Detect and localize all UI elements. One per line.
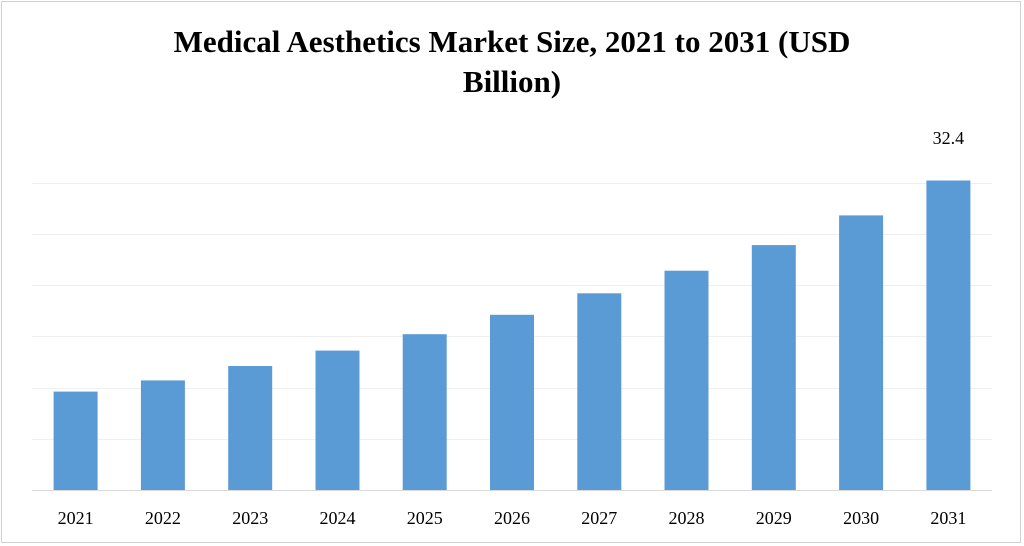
chart-title-line-2: Billion): [462, 64, 562, 99]
bar-2030: [839, 215, 884, 490]
bar-2028: [664, 270, 709, 490]
bar-2021: [53, 391, 98, 490]
x-tick-label-2022: 2022: [145, 508, 181, 528]
bars: [53, 180, 971, 490]
labels: 2021 2022 2023 2024 2025 2026 2027 2028 2029 2030…: [58, 128, 967, 528]
chart-title: Medical Aesthetics Market Size, 2021 to …: [0, 22, 1024, 102]
x-tick-label-2026: 2026: [494, 508, 530, 528]
x-tick-label-2031: 2031: [930, 508, 966, 528]
bar-2026: [490, 314, 534, 490]
x-tick-label-2025: 2025: [407, 508, 443, 528]
x-tick-label-2029: 2029: [756, 508, 792, 528]
bar-2022: [140, 380, 185, 490]
bar-2025: [402, 334, 447, 490]
x-tick-label-2027: 2027: [581, 508, 617, 528]
x-tick-label-2021: 2021: [58, 508, 94, 528]
bar-2027: [577, 293, 622, 490]
x-tick-label-2028: 2028: [669, 508, 705, 528]
bar-2024: [315, 350, 360, 490]
chart-title-line-1: Medical Aesthetics Market Size, 2021 to …: [173, 24, 851, 59]
x-tick-label-2030: 2030: [843, 508, 879, 528]
bar-2031: [926, 180, 971, 490]
x-tick-label-2023: 2023: [232, 508, 268, 528]
x-tick-label-2024: 2024: [320, 508, 356, 528]
bar-2029: [751, 245, 796, 490]
data-label-2031: 32.4: [933, 128, 965, 148]
bar-2023: [228, 366, 273, 490]
